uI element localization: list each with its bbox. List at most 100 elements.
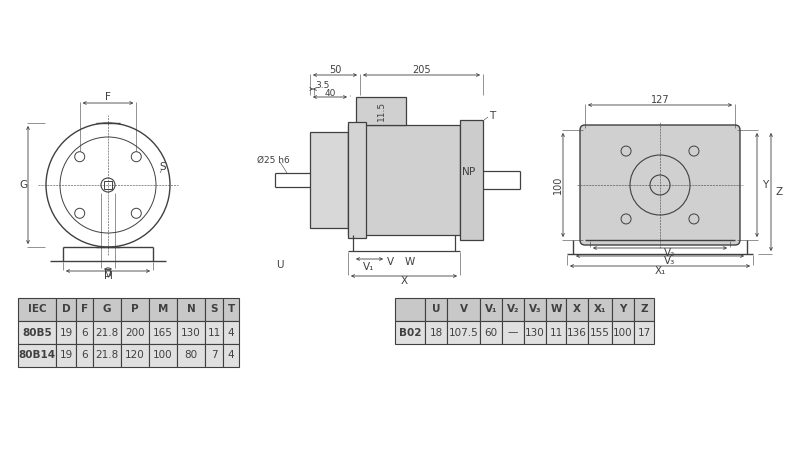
Text: V₃: V₃ xyxy=(529,305,542,315)
Bar xyxy=(121,344,149,367)
Text: F: F xyxy=(105,92,111,102)
Bar xyxy=(76,344,93,367)
Text: Ø25 h6: Ø25 h6 xyxy=(257,156,290,165)
Bar xyxy=(502,321,524,344)
Text: U: U xyxy=(432,305,440,315)
Text: 130: 130 xyxy=(525,328,545,338)
Bar xyxy=(56,344,76,367)
Text: P: P xyxy=(469,167,475,177)
Bar xyxy=(395,321,425,344)
Text: 6: 6 xyxy=(81,351,88,360)
Bar xyxy=(348,125,460,235)
Bar xyxy=(546,321,566,344)
Bar xyxy=(566,321,588,344)
Text: X: X xyxy=(401,276,407,286)
Text: W: W xyxy=(550,305,562,315)
Bar xyxy=(121,321,149,344)
Text: M: M xyxy=(158,305,168,315)
Bar xyxy=(348,122,366,238)
Bar xyxy=(149,321,177,344)
Bar xyxy=(18,344,56,367)
Bar xyxy=(18,298,56,321)
Bar xyxy=(93,321,121,344)
Bar xyxy=(460,120,483,240)
Bar xyxy=(223,321,239,344)
Text: 200: 200 xyxy=(125,328,145,338)
Text: G: G xyxy=(19,180,27,190)
Bar xyxy=(566,298,588,321)
Text: U: U xyxy=(276,260,284,270)
Bar xyxy=(524,321,546,344)
Bar xyxy=(149,298,177,321)
Bar xyxy=(480,321,502,344)
Text: Z: Z xyxy=(640,305,648,315)
Text: 130: 130 xyxy=(181,328,201,338)
Text: 165: 165 xyxy=(153,328,173,338)
Text: X₁: X₁ xyxy=(594,305,606,315)
Bar xyxy=(76,321,93,344)
Text: 107.5: 107.5 xyxy=(449,328,478,338)
Text: Y: Y xyxy=(619,305,626,315)
Text: —: — xyxy=(508,328,518,338)
Bar xyxy=(104,181,112,189)
Bar xyxy=(588,321,612,344)
Text: 205: 205 xyxy=(412,65,431,75)
Text: 19: 19 xyxy=(59,351,73,360)
Bar xyxy=(177,298,205,321)
Text: G: G xyxy=(102,305,111,315)
Text: F: F xyxy=(81,305,88,315)
Text: 4: 4 xyxy=(228,328,234,338)
Bar xyxy=(395,298,425,321)
Text: 40: 40 xyxy=(324,89,336,98)
FancyBboxPatch shape xyxy=(580,125,740,245)
Text: 18: 18 xyxy=(430,328,442,338)
Bar xyxy=(93,344,121,367)
Bar xyxy=(18,321,56,344)
Text: Y: Y xyxy=(762,180,768,190)
Bar xyxy=(425,321,447,344)
Text: 11: 11 xyxy=(550,328,562,338)
Bar xyxy=(612,321,634,344)
Text: X: X xyxy=(573,305,581,315)
Text: 136: 136 xyxy=(567,328,587,338)
Bar xyxy=(56,321,76,344)
Bar xyxy=(612,298,634,321)
Text: S: S xyxy=(160,162,166,172)
Text: W: W xyxy=(405,257,415,267)
Text: V₂: V₂ xyxy=(506,305,519,315)
Text: N: N xyxy=(462,167,470,177)
Bar xyxy=(356,97,406,125)
Text: N: N xyxy=(186,305,195,315)
Bar xyxy=(447,321,480,344)
Bar xyxy=(205,298,223,321)
Bar xyxy=(524,298,546,321)
Text: V₁: V₁ xyxy=(363,262,374,272)
Bar xyxy=(502,298,524,321)
Bar xyxy=(205,344,223,367)
Text: 7: 7 xyxy=(210,351,218,360)
Bar xyxy=(121,298,149,321)
Text: 11.5: 11.5 xyxy=(377,101,386,121)
Text: Z: Z xyxy=(776,187,783,197)
Text: 21.8: 21.8 xyxy=(95,351,118,360)
Text: IEC: IEC xyxy=(28,305,46,315)
Bar xyxy=(310,132,348,228)
Text: T: T xyxy=(227,305,234,315)
Bar xyxy=(480,298,502,321)
Text: V: V xyxy=(386,257,394,267)
Text: B02: B02 xyxy=(398,328,422,338)
Bar xyxy=(149,344,177,367)
Text: 80: 80 xyxy=(185,351,198,360)
Text: X₁: X₁ xyxy=(654,266,666,276)
Text: 11: 11 xyxy=(207,328,221,338)
Bar xyxy=(588,298,612,321)
Bar xyxy=(76,298,93,321)
Text: 50: 50 xyxy=(329,65,341,75)
Text: M: M xyxy=(103,271,113,281)
Text: 100: 100 xyxy=(153,351,173,360)
Bar xyxy=(425,298,447,321)
Text: P: P xyxy=(131,305,139,315)
Bar xyxy=(205,321,223,344)
Text: 3.5: 3.5 xyxy=(315,81,330,90)
Text: 127: 127 xyxy=(650,95,670,105)
